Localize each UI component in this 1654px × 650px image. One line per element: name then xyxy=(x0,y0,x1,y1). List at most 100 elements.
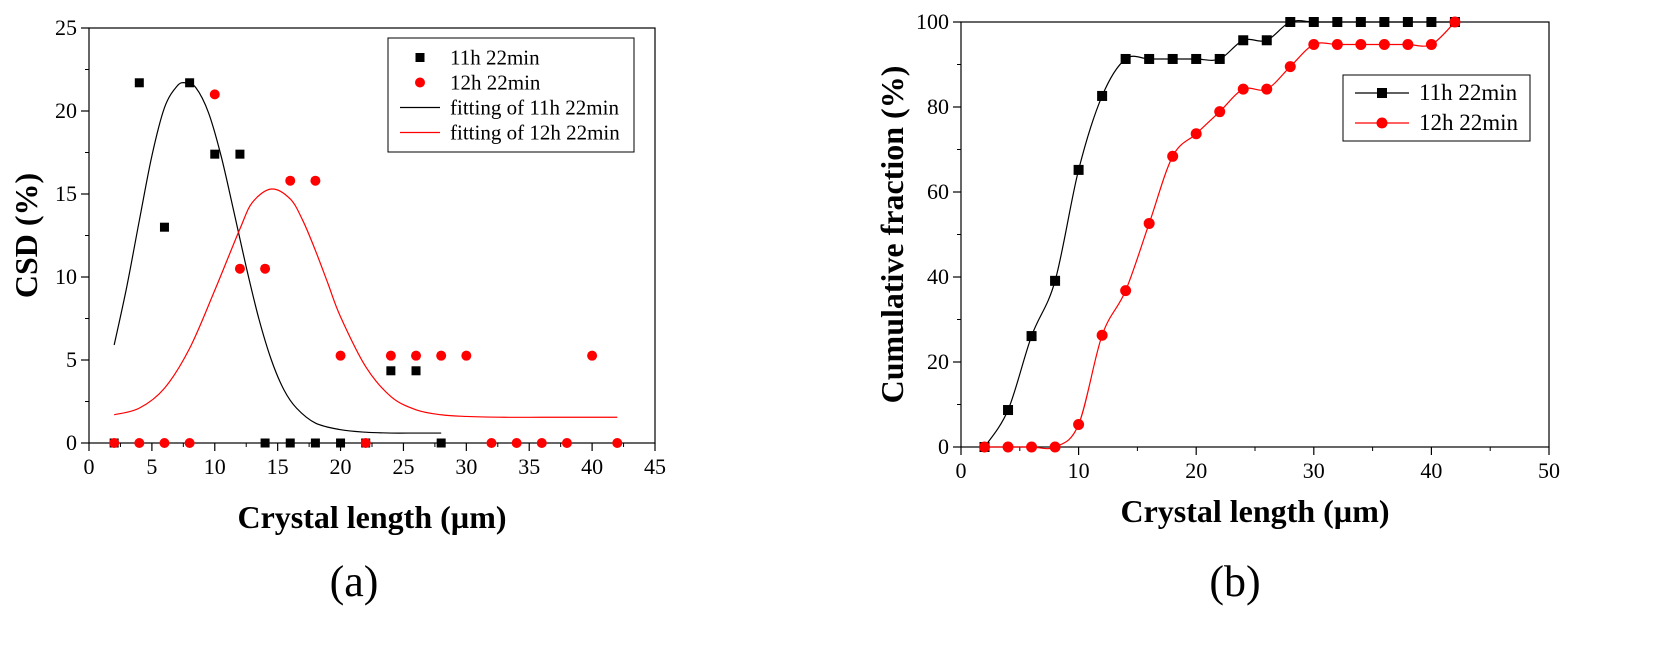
data-point xyxy=(1308,17,1319,27)
data-point xyxy=(1167,150,1179,162)
data-point xyxy=(536,438,547,448)
x-tick-label: 0 xyxy=(956,458,967,483)
data-point xyxy=(1308,39,1320,51)
data-point xyxy=(159,438,170,448)
data-point xyxy=(1002,441,1014,453)
x-tick-label: 15 xyxy=(267,454,289,479)
y-tick-label: 15 xyxy=(55,181,77,206)
data-point xyxy=(360,438,371,448)
legend-label: 12h 22min xyxy=(450,71,541,95)
data-point xyxy=(210,149,220,159)
legend-marker xyxy=(1376,117,1388,129)
data-point xyxy=(260,263,271,274)
data-point xyxy=(1425,39,1437,51)
y-tick-label: 10 xyxy=(55,264,77,289)
data-point xyxy=(1026,441,1038,453)
data-point xyxy=(385,350,396,361)
x-tick-label: 30 xyxy=(455,454,477,479)
x-tick-label: 10 xyxy=(1068,458,1090,483)
panel-label: (a) xyxy=(330,557,379,606)
x-tick-label: 5 xyxy=(146,454,157,479)
x-tick-label: 40 xyxy=(1420,458,1442,483)
series-1 xyxy=(979,16,1461,453)
x-tick-label: 10 xyxy=(204,454,226,479)
data-point xyxy=(184,438,195,448)
y-tick-label: 0 xyxy=(66,430,77,455)
data-point xyxy=(235,149,245,159)
x-tick-label: 0 xyxy=(84,454,95,479)
data-point xyxy=(310,438,320,448)
y-tick-label: 20 xyxy=(55,98,77,123)
data-point xyxy=(1143,217,1155,229)
x-tick-label: 30 xyxy=(1303,458,1325,483)
data-point xyxy=(159,222,169,232)
data-point xyxy=(335,350,346,361)
data-point xyxy=(209,89,220,100)
y-tick-label: 20 xyxy=(927,349,949,374)
data-point xyxy=(979,441,991,453)
series-3 xyxy=(114,188,618,418)
x-tick-label: 35 xyxy=(518,454,540,479)
panel-label: (b) xyxy=(1209,557,1260,606)
x-tick-label: 40 xyxy=(581,454,603,479)
legend-label: 11h 22min xyxy=(1419,80,1518,105)
x-tick-label: 20 xyxy=(330,454,352,479)
data-point xyxy=(461,350,472,361)
data-point xyxy=(561,438,572,448)
data-point xyxy=(1332,17,1343,27)
data-point xyxy=(1167,53,1178,64)
data-point xyxy=(134,78,144,88)
x-tick-label: 45 xyxy=(644,454,666,479)
data-point xyxy=(310,175,321,186)
data-point xyxy=(1331,39,1343,51)
y-tick-label: 5 xyxy=(66,347,77,372)
y-tick-label: 40 xyxy=(927,264,949,289)
y-axis-title: Cumulative fraction (%) xyxy=(874,66,910,404)
data-point xyxy=(1120,285,1132,297)
x-tick-label: 50 xyxy=(1538,458,1560,483)
legend: 11h 22min 12h 22min xyxy=(1342,74,1531,142)
data-point xyxy=(411,350,422,361)
data-point xyxy=(1026,331,1037,342)
data-point xyxy=(436,350,447,361)
data-point xyxy=(109,438,120,448)
data-point xyxy=(285,175,296,186)
data-point xyxy=(1355,39,1367,51)
legend-marker xyxy=(415,77,425,88)
data-point xyxy=(411,366,421,376)
legend-label: 11h 22min xyxy=(450,46,540,70)
data-point xyxy=(336,438,346,448)
data-point xyxy=(1261,83,1273,95)
data-point xyxy=(134,438,145,448)
data-point xyxy=(1261,35,1272,46)
data-point xyxy=(587,350,598,361)
data-point xyxy=(1284,61,1296,73)
y-tick-label: 60 xyxy=(927,179,949,204)
x-axis-title: Crystal length (µm) xyxy=(1120,493,1389,529)
data-point xyxy=(1144,53,1155,64)
data-point xyxy=(436,438,446,448)
data-point xyxy=(612,438,623,448)
legend-marker xyxy=(415,53,425,62)
series-1 xyxy=(109,89,623,448)
y-axis-title: CSD (%) xyxy=(8,173,44,298)
data-point xyxy=(1003,405,1014,416)
data-point xyxy=(1073,418,1085,430)
data-point xyxy=(1214,106,1226,118)
data-point xyxy=(1237,83,1249,95)
data-point xyxy=(511,438,522,448)
chart-panel-b: 0 10 20 30 40 50 0 20 40 60 80 100 Crystal length (µ… xyxy=(874,9,1560,606)
data-point xyxy=(486,438,497,448)
data-point xyxy=(1073,164,1084,175)
legend-label: 12h 22min xyxy=(1419,110,1519,135)
data-point xyxy=(1214,53,1225,64)
data-point xyxy=(1050,275,1061,286)
data-point xyxy=(1449,16,1461,28)
data-point xyxy=(1097,90,1108,101)
data-point xyxy=(1285,17,1296,27)
data-point xyxy=(1426,17,1437,27)
x-tick-label: 25 xyxy=(392,454,414,479)
data-point xyxy=(1190,128,1202,140)
data-point xyxy=(386,366,396,376)
